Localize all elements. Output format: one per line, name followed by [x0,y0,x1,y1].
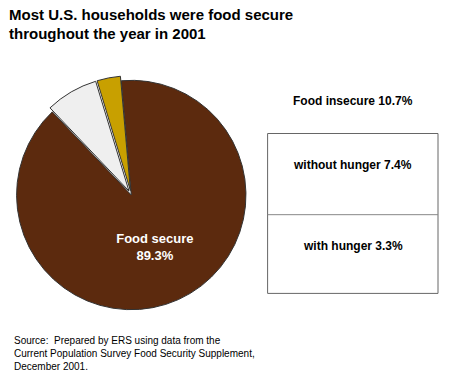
svg-text:Food secure89.3%: Food secure89.3% [116,231,193,263]
svg-text:without hunger 7.4%: without hunger 7.4% [293,158,412,172]
svg-text:with hunger 3.3%: with hunger 3.3% [303,239,403,253]
svg-text:Source: Prepared by ERS using: Source: Prepared by ERS using data from … [14,335,255,372]
svg-text:Food insecure 10.7%: Food insecure 10.7% [293,94,413,108]
svg-text:Most U.S. households were food: Most U.S. households were food securethr… [9,6,293,43]
